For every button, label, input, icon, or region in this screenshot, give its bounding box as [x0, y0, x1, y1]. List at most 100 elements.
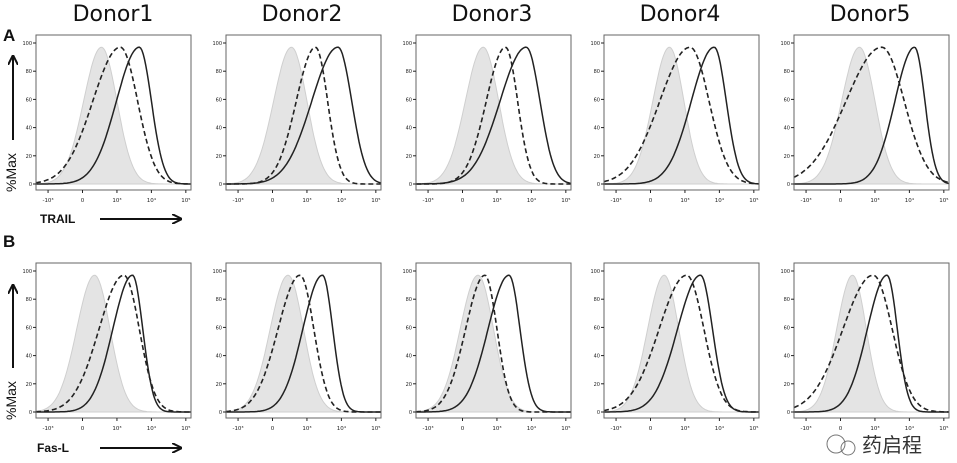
x-tick-label: -10³ [42, 425, 53, 432]
y-tick-label: 80 [784, 69, 790, 75]
x-axis-label-trail: TRAIL [40, 212, 76, 226]
x-tick-label: 10³ [870, 425, 879, 432]
x-tick-label: 10⁵ [181, 425, 190, 432]
isotype-histogram [35, 274, 191, 413]
y-tick-label: 80 [594, 69, 600, 75]
plot-frame [225, 34, 382, 191]
plot-frame [35, 262, 192, 419]
y-tick-label: 60 [216, 97, 222, 103]
solid-histogram [226, 46, 382, 185]
y-tick-label: 0 [409, 410, 412, 416]
x-tick-label: 10⁵ [371, 425, 380, 432]
x-tick-label: -10³ [232, 197, 243, 204]
x-tick-label: 10⁴ [527, 425, 537, 432]
y-tick-label: 100 [212, 41, 222, 47]
y-tick-label: 80 [26, 69, 32, 75]
plot-frame [415, 262, 572, 419]
panel-a-donor2: 0 20 40 60 80 100 -10³ 0 10³ 10⁴ 10⁵ [212, 34, 382, 204]
y-tick-label: 20 [594, 154, 600, 160]
x-tick-label: 0 [271, 426, 275, 432]
watermark-logo-icon [826, 434, 856, 456]
y-tick-label: 60 [406, 325, 412, 331]
solid-histogram [604, 274, 759, 413]
dashed-histogram [603, 274, 759, 413]
x-tick-label: 0 [839, 198, 843, 204]
y-tick-label: 20 [784, 154, 790, 160]
y-tick-label: 100 [402, 269, 412, 275]
x-tick-label: 0 [81, 198, 85, 204]
x-tick-label: 10³ [492, 197, 501, 204]
donor-title-1: Donor1 [72, 2, 154, 27]
y-tick-label: 60 [594, 325, 600, 331]
y-tick-label: 0 [409, 182, 412, 188]
solid-histogram [36, 46, 191, 185]
y-tick-label: 20 [26, 154, 32, 160]
x-tick-label: 10⁴ [715, 425, 725, 432]
panel-b-donor4: 0 20 40 60 80 100 -10³ 0 10³ 10⁴ 10⁵ [590, 262, 760, 432]
y-tick-label: 80 [216, 69, 222, 75]
y-tick-label: 20 [216, 382, 222, 388]
x-tick-label: -10³ [422, 425, 433, 432]
x-tick-label: 10⁴ [147, 425, 157, 432]
panel-a-donor3: 0 20 40 60 80 100 -10³ 0 10³ 10⁴ 10⁵ [402, 34, 572, 204]
x-tick-label: 10³ [112, 197, 121, 204]
y-tick-label: 0 [597, 182, 600, 188]
x-tick-label: 10³ [302, 197, 311, 204]
x-tick-label: 10⁴ [147, 197, 157, 204]
x-tick-label: 10⁵ [749, 197, 758, 204]
x-tick-label: -10³ [422, 197, 433, 204]
x-axis-label-fasl: Fas-L [37, 441, 70, 455]
x-tick-label: -10³ [42, 197, 53, 204]
isotype-histogram [793, 46, 949, 185]
y-tick-label: 40 [406, 126, 412, 132]
dashed-histogram [36, 274, 191, 413]
x-tick-label: 0 [649, 198, 653, 204]
x-tick-label: 0 [839, 426, 843, 432]
x-tick-label: 10⁵ [939, 425, 948, 432]
y-tick-label: 60 [784, 325, 790, 331]
y-tick-label: 80 [216, 297, 222, 303]
isotype-histogram [415, 274, 571, 413]
dashed-histogram [793, 274, 950, 413]
x-tick-label: 10³ [302, 425, 311, 432]
panel-a-donor1: 0 20 40 60 80 100 -10³ 0 10³ 10⁴ 10⁵ [22, 34, 192, 204]
x-tick-label: 10³ [680, 425, 689, 432]
donor-title-5: Donor5 [829, 2, 911, 27]
isotype-histogram [415, 46, 571, 185]
y-tick-label: 100 [212, 269, 222, 275]
plot-frame [225, 262, 382, 419]
y-tick-label: 0 [29, 182, 32, 188]
x-tick-label: 0 [461, 198, 465, 204]
donor-title-4: Donor4 [639, 2, 721, 27]
y-tick-label: 80 [406, 69, 412, 75]
y-tick-label: 0 [787, 410, 790, 416]
donor-title-2: Donor2 [261, 2, 343, 27]
panel-a-donor4: 0 20 40 60 80 100 -10³ 0 10³ 10⁴ 10⁵ [590, 34, 760, 204]
row-label-b: B [3, 232, 16, 251]
y-tick-label: 60 [26, 325, 32, 331]
isotype-histogram [603, 274, 759, 413]
x-tick-label: -10³ [800, 425, 811, 432]
x-tick-label: 10⁵ [371, 197, 380, 204]
y-tick-label: 60 [594, 97, 600, 103]
row-label-a: A [3, 26, 16, 45]
isotype-histogram [225, 274, 381, 413]
y-tick-label: 20 [406, 154, 412, 160]
x-tick-label: 10⁴ [905, 197, 915, 204]
dashed-histogram [603, 46, 759, 185]
y-tick-label: 80 [594, 297, 600, 303]
isotype-histogram [603, 46, 759, 185]
solid-histogram [794, 46, 950, 185]
y-tick-label: 100 [590, 269, 600, 275]
y-tick-label: 100 [590, 41, 600, 47]
solid-histogram [604, 46, 760, 185]
donor-title-3: Donor3 [451, 2, 533, 27]
x-tick-label: 10³ [870, 197, 879, 204]
x-tick-label: -10³ [800, 197, 811, 204]
y-tick-label: 40 [406, 354, 412, 360]
plot-frame [793, 34, 950, 191]
isotype-histogram [35, 46, 191, 185]
watermark-text: 药启程 [862, 433, 922, 457]
plot-frame [793, 262, 950, 419]
